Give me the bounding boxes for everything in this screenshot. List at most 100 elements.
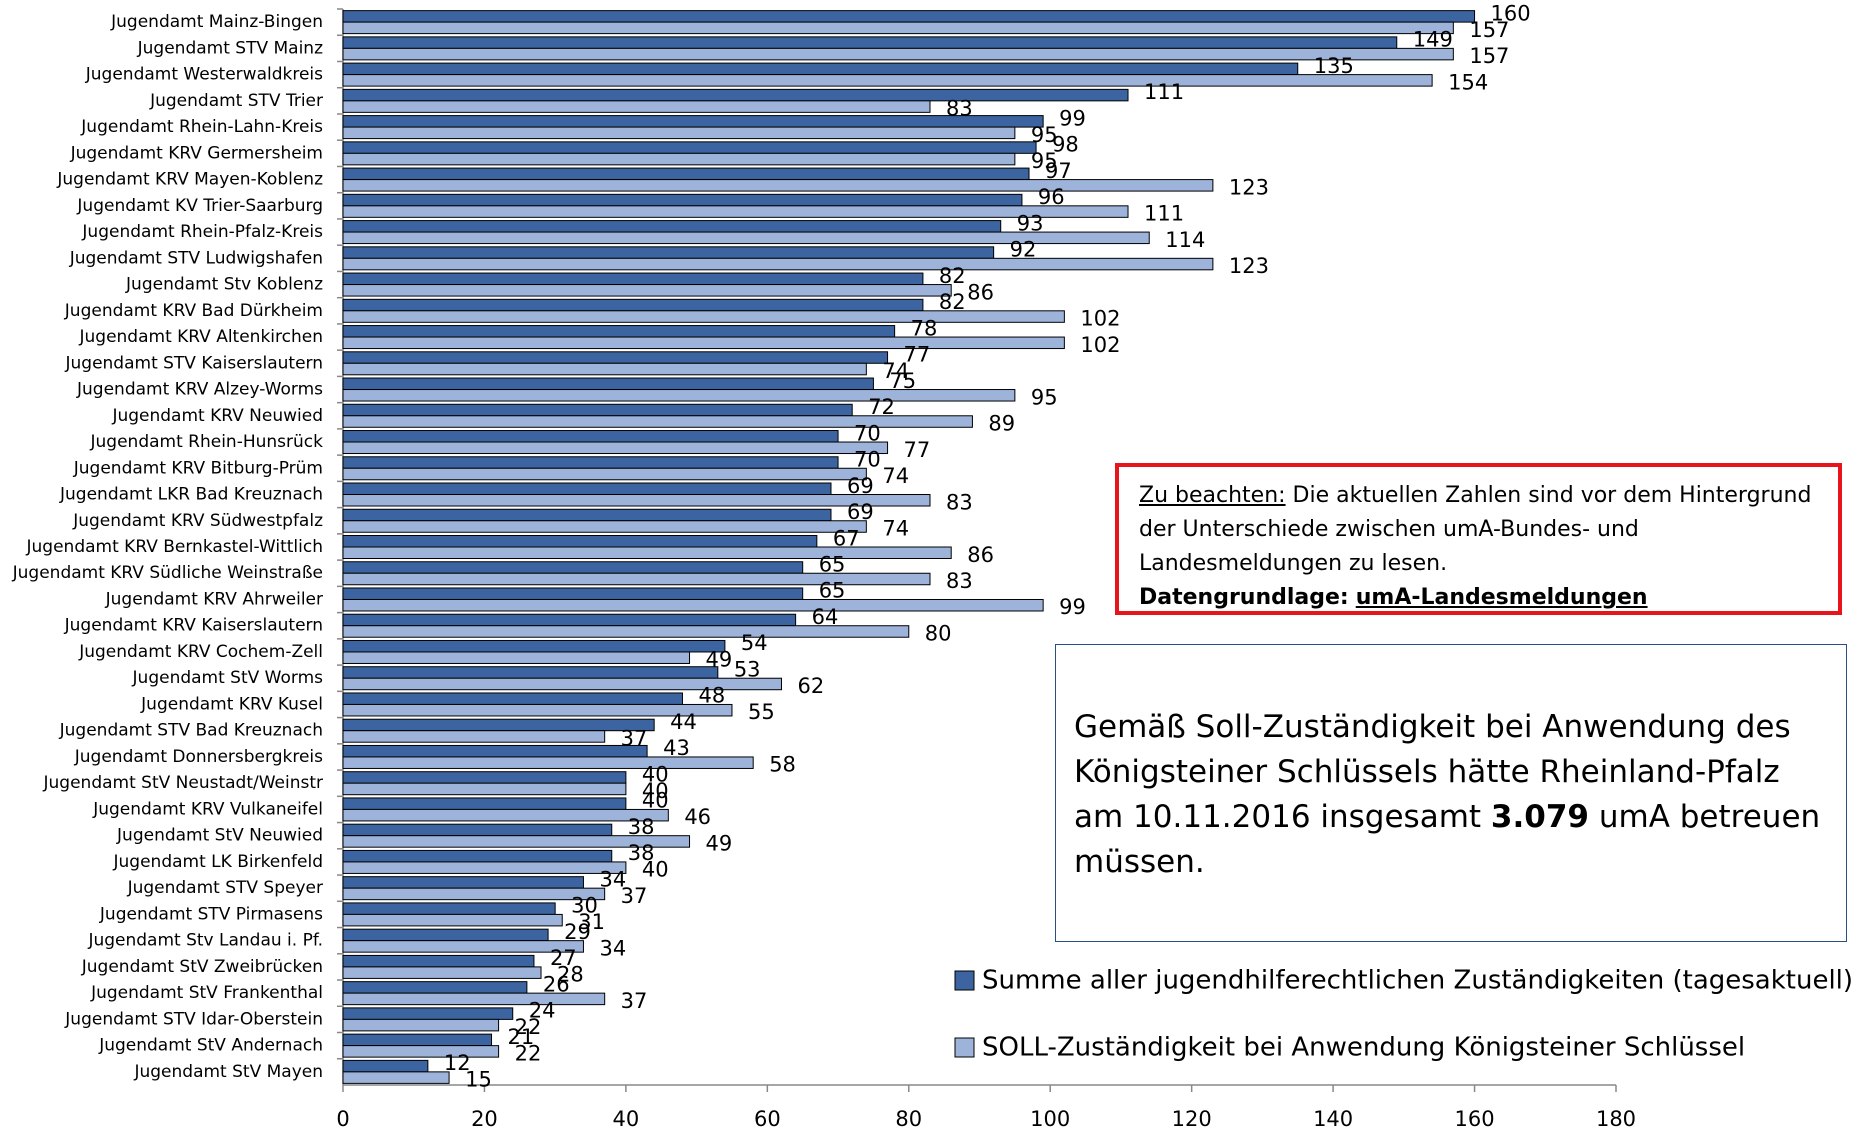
data-label: 64 (812, 605, 839, 629)
y-tick-label: Jugendamt StV Andernach (98, 1036, 323, 1056)
y-tick-label: Jugendamt KRV Germersheim (70, 143, 323, 163)
bar (342, 966, 542, 979)
y-tick-label: Jugendamt StV Neuwied (116, 826, 323, 846)
y-tick-label: Jugendamt Donnersbergkreis (74, 747, 323, 767)
bar (342, 703, 733, 717)
data-label: 65 (819, 579, 846, 603)
data-label: 97 (1045, 159, 1072, 183)
data-label: 22 (515, 1015, 542, 1039)
data-label: 69 (847, 500, 874, 524)
data-label: 99 (1059, 595, 1086, 619)
bar (342, 913, 563, 927)
data-label: 43 (663, 736, 690, 760)
data-label: 15 (465, 1068, 492, 1092)
data-label: 44 (670, 710, 697, 734)
data-label: 160 (1491, 1, 1531, 25)
data-label: 89 (988, 412, 1015, 436)
bar (342, 861, 627, 874)
data-label: 95 (1031, 149, 1058, 173)
data-label: 21 (508, 1025, 535, 1049)
y-tick-label: Jugendamt StV Mayen (133, 1062, 323, 1082)
data-label: 111 (1144, 202, 1184, 226)
bar (342, 887, 606, 901)
data-label: 95 (1031, 385, 1058, 409)
y-tick-label: Jugendamt LK Birkenfeld (113, 852, 323, 872)
y-tick-label: Jugendamt StV Neustadt/Weinstr (43, 773, 324, 793)
y-tick-label: Jugendamt Rhein-Pfalz-Kreis (81, 222, 323, 242)
info-bold: 3.079 (1490, 799, 1589, 835)
data-label: 40 (642, 789, 669, 813)
bar (342, 88, 1129, 102)
data-label: 27 (550, 946, 577, 970)
y-tick-label: Jugendamt KRV Südliche Weinstraße (12, 563, 323, 583)
data-label: 157 (1469, 44, 1509, 68)
data-label: 74 (882, 517, 909, 541)
y-tick-label: Jugendamt StV Zweibrücken (81, 957, 323, 977)
bar (342, 1033, 493, 1047)
data-label: 40 (642, 858, 669, 882)
info-box: Gemäß Soll-Zuständigkeit bei Anwendung d… (1055, 644, 1847, 942)
x-tick-label: 20 (471, 1107, 498, 1131)
bar (342, 613, 797, 627)
data-label: 74 (882, 359, 909, 383)
data-label: 24 (529, 999, 556, 1023)
bar (342, 74, 1433, 87)
y-tick-label: Jugendamt Rhein-Lahn-Kreis (80, 117, 323, 137)
y-tick-label: Jugendamt Rhein-Hunsrück (90, 432, 324, 452)
bar (342, 520, 867, 533)
bar (342, 467, 867, 481)
bar (342, 756, 754, 769)
x-tick-label: 80 (895, 1107, 922, 1131)
bar (342, 456, 839, 469)
bar (342, 651, 691, 664)
bar (342, 639, 726, 653)
bar (342, 10, 1476, 23)
y-tick-label: Jugendamt KRV Ahrweiler (105, 589, 323, 609)
data-label: 157 (1469, 18, 1509, 42)
bar (342, 771, 627, 784)
y-tick-label: Jugendamt LKR Bad Kreuznach (59, 485, 323, 505)
y-tick-label: Jugendamt STV Pirmasens (99, 904, 323, 924)
bar (342, 954, 535, 968)
bar (342, 981, 528, 994)
y-tick-label: Jugendamt STV Idar-Oberstein (64, 1009, 323, 1029)
bar (342, 494, 931, 507)
bar (342, 823, 613, 837)
y-tick-label: Jugendamt KRV Bad Dürkheim (64, 301, 323, 321)
bar (342, 325, 896, 338)
info-text: Gemäß Soll-Zuständigkeit bei Anwendung d… (1074, 709, 1791, 835)
data-label: 70 (854, 421, 881, 445)
data-label: 83 (946, 490, 973, 514)
data-label: 37 (621, 989, 648, 1013)
bar (342, 284, 952, 297)
bar (342, 730, 606, 743)
bar (342, 1071, 450, 1084)
x-tick-label: 180 (1596, 1107, 1636, 1131)
bar (342, 782, 627, 796)
data-label: 123 (1229, 175, 1269, 199)
bar (342, 47, 1454, 61)
y-tick-label: Jugendamt KV Trier-Saarburg (76, 196, 323, 216)
data-label: 30 (571, 894, 598, 918)
bar (342, 992, 606, 1006)
bar (342, 257, 1214, 271)
bar (342, 205, 1129, 218)
x-tick-label: 140 (1313, 1107, 1353, 1131)
bar (342, 272, 924, 286)
data-label: 28 (557, 963, 584, 987)
bar (342, 902, 556, 915)
data-label: 34 (599, 867, 626, 891)
data-label: 65 (819, 552, 846, 576)
bar (342, 744, 648, 758)
data-label: 22 (515, 1041, 542, 1065)
data-label: 149 (1413, 28, 1453, 52)
bar (342, 561, 804, 574)
data-label: 49 (706, 831, 733, 855)
bar (342, 351, 889, 364)
y-tick-label: Jugendamt Mainz-Bingen (110, 12, 323, 32)
bar (342, 1018, 500, 1032)
bar (342, 36, 1398, 49)
bar (342, 246, 995, 259)
